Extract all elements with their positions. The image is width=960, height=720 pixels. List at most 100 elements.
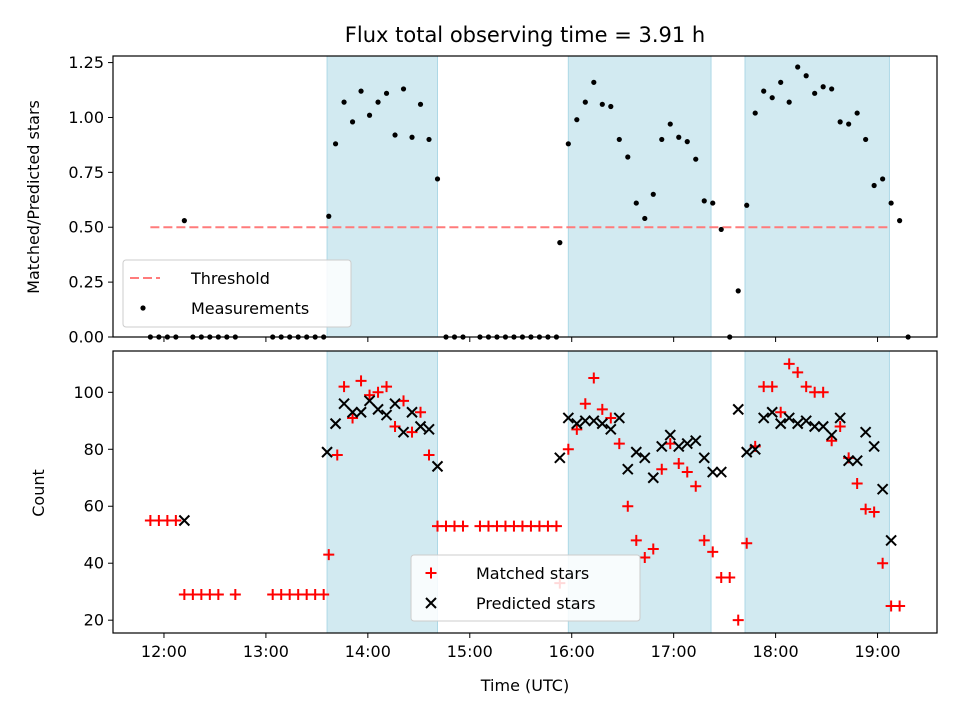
- measurement-point: [769, 95, 775, 101]
- predicted-star-point: [596, 417, 609, 430]
- measurement-point: [642, 215, 648, 222]
- predicted-star-point: [766, 406, 778, 418]
- y-tick-label: 1.25: [68, 53, 104, 72]
- matched-star-point: [834, 420, 846, 432]
- predicted-star-point: [783, 412, 795, 424]
- predicted-star-point: [757, 412, 770, 424]
- measurement-point: [684, 139, 690, 145]
- measurement-point: [871, 182, 877, 189]
- measurement-point: [650, 191, 656, 197]
- measurement-point: [426, 136, 432, 143]
- predicted-star-point: [363, 395, 376, 407]
- measurement-point: [752, 110, 758, 116]
- predicted-star-point: [630, 446, 642, 458]
- measurement-point: [375, 99, 381, 105]
- measurement-point: [659, 136, 665, 143]
- measurement-point: [358, 88, 364, 94]
- measurement-point: [341, 99, 347, 105]
- x-axis-label: Time (UTC): [480, 676, 569, 695]
- predicted-star-point: [715, 466, 727, 478]
- matched-star-point: [415, 406, 427, 418]
- matched-star-point: [331, 449, 343, 461]
- predicted-star-point: [321, 446, 333, 458]
- x-tick-label: 14:00: [345, 642, 391, 661]
- measurement-point: [897, 218, 903, 224]
- measurement-point: [434, 176, 441, 182]
- predicted-star-point: [571, 417, 583, 430]
- matched-star-point: [364, 389, 376, 401]
- matched-star-point: [775, 406, 787, 418]
- y-tick-label: 80: [84, 440, 104, 459]
- measurement-point: [718, 226, 724, 233]
- legend-predicted-swatch: [425, 597, 437, 609]
- matched-star-point: [605, 412, 617, 424]
- axes-frame: [112, 55, 938, 338]
- x-tick-label: 16:00: [549, 642, 595, 661]
- measurement-point: [625, 154, 631, 160]
- measurement-point: [693, 156, 699, 162]
- ratio-panel: 0.00 0.25 0.50 0.75 1.00 1.25 Threshold Measure…: [68, 53, 938, 347]
- predicted-star-point: [774, 417, 787, 430]
- predicted-star-point: [732, 403, 744, 416]
- matched-star-point: [868, 506, 880, 518]
- predicted-star-point: [859, 426, 872, 438]
- predicted-star-point: [338, 397, 350, 410]
- measurement-point: [846, 121, 852, 127]
- measurement-point: [582, 99, 588, 105]
- predicted-star-point: [656, 440, 668, 453]
- matched-star-point: [229, 589, 241, 601]
- matched-star-point: [613, 438, 625, 450]
- measurement-point: [409, 134, 415, 140]
- predicted-star-point: [842, 454, 855, 467]
- observing-window: [744, 55, 890, 338]
- measurement-point: [812, 90, 818, 96]
- matched-star-point: [673, 458, 685, 470]
- predicted-star-point: [389, 397, 401, 410]
- matched-star-point: [741, 537, 753, 549]
- y-tick-label: 0.50: [68, 218, 104, 237]
- top-y-axis-label: Matched/Predicted stars: [24, 100, 43, 294]
- measurement-point: [735, 288, 741, 294]
- measurement-point: [820, 84, 826, 90]
- matched-star-point: [596, 403, 608, 415]
- matched-star-point: [817, 386, 829, 398]
- x-tick-label: 18:00: [753, 642, 799, 661]
- measurement-point: [591, 79, 597, 85]
- matched-star-point: [707, 546, 719, 558]
- measurement-point: [701, 198, 707, 204]
- matched-star-point: [894, 600, 906, 612]
- predicted-star-point: [431, 460, 444, 473]
- measurement-point: [633, 200, 639, 206]
- y-tick-label: 60: [84, 497, 104, 516]
- matched-star-point: [766, 381, 778, 393]
- measurement-point: [574, 117, 580, 123]
- matched-star-point: [170, 514, 182, 526]
- legend-label: Measurements: [191, 299, 309, 318]
- matched-star-point: [792, 366, 804, 378]
- predicted-star-point: [613, 412, 626, 424]
- predicted-star-point: [868, 440, 880, 453]
- measurement-point: [565, 141, 571, 147]
- count-panel: 20 40 60 80 100 12:00 13:00 14:00 15:00 16:00 17:0…: [73, 350, 938, 661]
- matched-star-point: [800, 381, 812, 393]
- predicted-star-point: [707, 466, 719, 478]
- measurement-point: [667, 121, 673, 127]
- matched-star-point: [212, 589, 224, 601]
- measurement-point: [326, 213, 332, 219]
- measurement-point: [383, 90, 390, 96]
- legend: Matched stars Predicted stars: [410, 554, 641, 622]
- predicted-star-point: [178, 514, 191, 527]
- measurement-point: [778, 79, 784, 85]
- predicted-star-point: [664, 429, 676, 441]
- matched-star-point: [562, 443, 574, 455]
- legend-label: Matched stars: [476, 564, 589, 583]
- chart-title: Flux total observing time = 3.91 h: [345, 23, 705, 47]
- matched-star-point: [372, 386, 384, 398]
- matched-star-point: [406, 426, 418, 438]
- x-tick-label: 17:00: [651, 642, 697, 661]
- measurement-point: [181, 218, 187, 224]
- predicted-star-point: [355, 406, 367, 418]
- measurement-point: [332, 141, 339, 147]
- predicted-star-point: [851, 454, 863, 467]
